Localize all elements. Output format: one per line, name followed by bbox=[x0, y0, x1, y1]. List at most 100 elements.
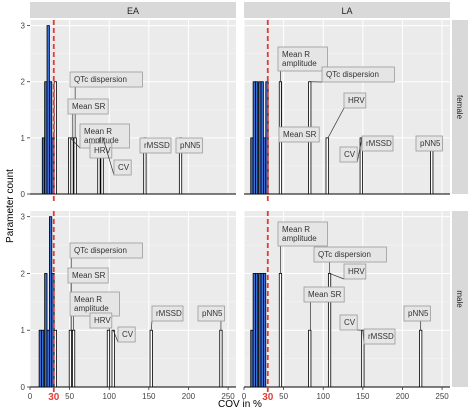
label-box bbox=[113, 159, 132, 176]
label-text: Mean R bbox=[282, 50, 310, 59]
bar bbox=[419, 329, 423, 388]
label-text: amplitude bbox=[282, 59, 317, 68]
x-tick-label: 150 bbox=[356, 392, 370, 401]
label-text: amplitude bbox=[282, 234, 317, 243]
label-text: HRV bbox=[348, 96, 365, 105]
label-text: CV bbox=[118, 163, 130, 172]
x-tick-label: 250 bbox=[221, 392, 235, 401]
label-box bbox=[321, 66, 395, 83]
y-tick-label: 0 bbox=[21, 383, 26, 392]
y-tick-label: 3 bbox=[21, 213, 26, 222]
label-text: Mean R bbox=[74, 295, 102, 304]
label-text: Mean SR bbox=[72, 102, 106, 111]
bar bbox=[325, 137, 329, 195]
x-tick-label: 200 bbox=[396, 392, 410, 401]
y-tick-label: 3 bbox=[21, 22, 26, 31]
label-text: CV bbox=[122, 330, 134, 339]
bar bbox=[278, 273, 283, 388]
x-tick-label: 150 bbox=[142, 392, 156, 401]
x-tick-label: 50 bbox=[65, 392, 74, 401]
label-box bbox=[403, 305, 431, 322]
label-text: Mean R bbox=[84, 127, 112, 136]
column-strip bbox=[30, 2, 236, 18]
label-box bbox=[339, 146, 358, 163]
label-text: Mean R bbox=[282, 225, 310, 234]
x-tick-label: 250 bbox=[435, 392, 449, 401]
row-strip bbox=[452, 20, 468, 194]
label-box bbox=[175, 137, 203, 154]
label-text: pNN5 bbox=[408, 309, 429, 318]
label-text: Mean SR bbox=[72, 271, 106, 280]
bar bbox=[308, 329, 312, 388]
label-box bbox=[67, 267, 109, 284]
label-text: QTc dispersion bbox=[74, 75, 127, 84]
x-tick-label: 0 bbox=[28, 392, 33, 401]
bar bbox=[73, 137, 77, 195]
label-text: QTc dispersion bbox=[326, 70, 379, 79]
label-text: rMSSD bbox=[366, 139, 392, 148]
label-text: CV bbox=[344, 150, 356, 159]
label-box bbox=[278, 126, 320, 143]
x-tick-label: 200 bbox=[182, 392, 196, 401]
row-strip bbox=[452, 211, 468, 387]
bar bbox=[71, 329, 76, 388]
label-text: amplitude bbox=[74, 304, 109, 313]
y-axis-label: Parameter count bbox=[5, 169, 16, 243]
label-box bbox=[67, 98, 109, 115]
label-box bbox=[151, 305, 184, 322]
label-text: pNN5 bbox=[202, 309, 223, 318]
bar bbox=[70, 137, 74, 195]
label-leader bbox=[102, 137, 115, 176]
x-tick-label: 100 bbox=[317, 392, 331, 401]
column-strip bbox=[244, 2, 450, 18]
label-box bbox=[139, 137, 172, 154]
bar bbox=[265, 81, 269, 195]
label-leader bbox=[112, 330, 119, 343]
bar bbox=[219, 329, 223, 388]
label-leader bbox=[70, 137, 81, 149]
label-text: rMSSD bbox=[156, 309, 182, 318]
x-axis-label: COV in % bbox=[218, 399, 262, 410]
label-box bbox=[197, 305, 225, 322]
y-tick-label: 0 bbox=[21, 190, 26, 199]
label-text: HRV bbox=[94, 316, 111, 325]
label-text: Mean SR bbox=[308, 290, 342, 299]
label-box bbox=[117, 326, 136, 343]
label-text: HRV bbox=[94, 146, 111, 155]
label-box bbox=[415, 135, 443, 152]
panel-background bbox=[30, 20, 236, 194]
x-tick-label: 100 bbox=[103, 392, 117, 401]
label-box bbox=[343, 92, 367, 109]
label-text: Mean SR bbox=[283, 130, 317, 139]
y-tick-label: 1 bbox=[21, 326, 26, 335]
label-text: rMSSD bbox=[368, 332, 394, 341]
label-text: amplitude bbox=[84, 136, 119, 145]
label-box bbox=[363, 328, 396, 345]
label-box bbox=[69, 71, 143, 88]
label-box bbox=[89, 142, 113, 159]
bar bbox=[111, 329, 115, 388]
label-text: QTc dispersion bbox=[74, 246, 127, 255]
label-box bbox=[303, 286, 345, 303]
label-box bbox=[69, 242, 143, 259]
y-tick-label: 2 bbox=[21, 269, 26, 278]
label-leader bbox=[327, 107, 345, 139]
label-box bbox=[343, 263, 367, 280]
label-box bbox=[361, 135, 394, 152]
row-strip-label: female bbox=[455, 95, 464, 120]
label-leader bbox=[329, 273, 345, 280]
threshold-label: 30 bbox=[262, 392, 274, 403]
x-tick-label: 0 bbox=[242, 392, 247, 401]
bar bbox=[255, 273, 259, 388]
threshold-label: 30 bbox=[48, 392, 60, 403]
label-box bbox=[277, 221, 328, 247]
x-tick-label: 50 bbox=[279, 392, 288, 401]
label-text: pNN5 bbox=[420, 139, 441, 148]
label-leader bbox=[150, 320, 153, 331]
label-text: QTc dispersion bbox=[318, 250, 371, 259]
